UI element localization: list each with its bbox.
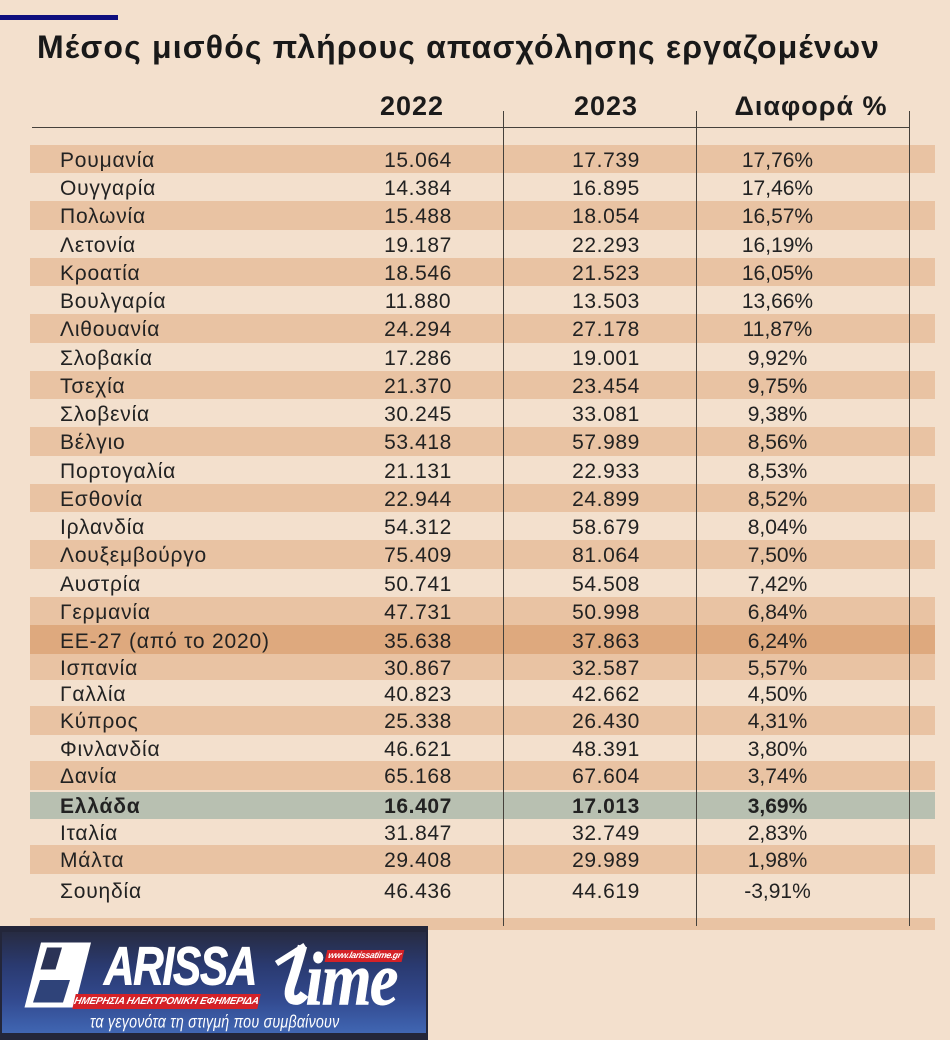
svg-text:ARISSA: ARISSA — [102, 937, 256, 997]
svg-text:τα γεγονότα τη στιγμή που συμβ: τα γεγονότα τη στιγμή που συμβαίνουν — [90, 1012, 339, 1032]
